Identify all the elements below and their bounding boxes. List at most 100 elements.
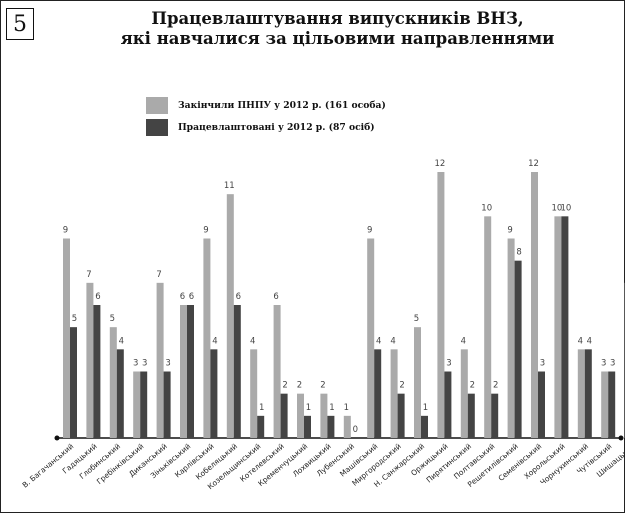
data-label-series-2: 2 <box>470 381 475 391</box>
bar-series-2 <box>304 415 311 438</box>
legend-item-series-1: Закінчили ПНПУ у 2012 р. (161 особа) <box>146 94 386 116</box>
data-label-series-1: 9 <box>203 226 208 236</box>
data-label-series-1: 5 <box>414 314 419 324</box>
bar-series-2 <box>538 371 545 438</box>
data-label-series-2: 3 <box>446 359 451 369</box>
data-label-series-2: 6 <box>236 292 241 302</box>
data-label-series-2: 10 <box>560 203 571 213</box>
bar-series-2 <box>608 371 616 438</box>
bar-series-2 <box>467 393 475 438</box>
data-label-series-2: 2 <box>493 381 498 391</box>
legend-label-series-1: Закінчили ПНПУ у 2012 р. (161 особа) <box>178 99 386 111</box>
bar-series-2 <box>210 349 218 438</box>
bar-series-2 <box>93 305 101 438</box>
bar-series-1 <box>297 393 304 438</box>
x-axis-end-dot <box>618 435 624 441</box>
data-label-series-2: 3 <box>165 359 170 369</box>
bar-series-1 <box>414 327 421 438</box>
bar-series-1 <box>273 305 281 438</box>
data-label-series-1: 3 <box>133 359 138 369</box>
x-axis-start-dot <box>54 435 60 441</box>
data-label-series-2: 8 <box>516 248 521 258</box>
data-label-series-1: 7 <box>156 270 161 280</box>
chart-title-line-2: які навчалися за цільовими направленнями <box>120 29 555 48</box>
data-label-series-2: 5 <box>72 314 77 324</box>
bar-series-2 <box>163 371 171 438</box>
data-label-series-2: 2 <box>282 381 287 391</box>
data-label-series-2: 1 <box>259 403 264 413</box>
bar-series-1 <box>577 349 585 438</box>
data-label-series-1: 4 <box>390 336 395 346</box>
data-label-series-1: 3 <box>601 359 606 369</box>
legend-swatch-series-2 <box>146 118 168 136</box>
bar-series-2 <box>421 415 428 438</box>
chart-title-line-1: Працевлаштування випускників ВНЗ, <box>151 9 524 28</box>
bar-series-1 <box>250 349 258 438</box>
legend-swatch-series-1 <box>146 96 168 114</box>
bar-series-1 <box>86 282 94 438</box>
figure-number-badge: 5 <box>6 8 34 40</box>
bar-series-2 <box>397 393 405 438</box>
bar-series-1 <box>437 172 445 438</box>
data-label-series-1: 6 <box>273 292 278 302</box>
bar-series-2 <box>444 371 452 438</box>
bar-series-2 <box>233 305 241 438</box>
bar-series-2 <box>70 327 77 438</box>
bar-series-2 <box>187 305 194 438</box>
bar-series-2 <box>140 371 148 438</box>
bar-series-2 <box>374 349 382 438</box>
data-label-series-2: 1 <box>306 403 311 413</box>
bar-series-1 <box>133 371 141 438</box>
legend: Закінчили ПНПУ у 2012 р. (161 особа) Пра… <box>146 94 386 138</box>
bar-series-1 <box>460 349 468 438</box>
data-label-series-1: 10 <box>481 203 492 213</box>
data-label-series-1: 4 <box>578 336 583 346</box>
data-label-series-1: 1 <box>344 403 349 413</box>
bar-series-2 <box>116 349 124 438</box>
data-label-series-1: 12 <box>528 159 539 169</box>
bar-series-1 <box>343 415 351 438</box>
bar-series-1 <box>63 238 70 438</box>
legend-item-series-2: Працевлаштовані у 2012 р. (87 осіб) <box>146 116 386 138</box>
data-label-series-2: 1 <box>329 403 334 413</box>
legend-label-series-2: Працевлаштовані у 2012 р. (87 осіб) <box>178 121 375 133</box>
data-label-series-2: 3 <box>142 359 147 369</box>
data-label-series-1: 12 <box>434 159 445 169</box>
bar-series-2 <box>514 260 522 438</box>
bar-series-1 <box>320 393 328 438</box>
bar-series-1 <box>484 216 492 438</box>
bar-series-1 <box>531 172 538 438</box>
bar-series-2 <box>280 393 288 438</box>
bar-series-1 <box>226 194 234 438</box>
data-label-series-1: 9 <box>367 226 372 236</box>
data-label-series-2: 4 <box>212 336 217 346</box>
data-label-series-2: 6 <box>189 292 194 302</box>
bar-series-1 <box>601 371 609 438</box>
data-label-series-1: 10 <box>551 203 562 213</box>
bar-series-1 <box>156 282 164 438</box>
data-label-series-2: 2 <box>399 381 404 391</box>
bar-series-1 <box>554 216 562 438</box>
data-label-series-1: 5 <box>110 314 115 324</box>
bar-series-2 <box>491 393 499 438</box>
data-label-series-1: 9 <box>507 226 512 236</box>
bar-series-1 <box>390 349 398 438</box>
data-label-series-1: 7 <box>86 270 91 280</box>
bar-series-1 <box>109 327 117 438</box>
data-label-series-2: 4 <box>376 336 381 346</box>
data-label-series-2: 0 <box>353 425 358 435</box>
chart-title: Працевлаштування випускників ВНЗ, які на… <box>60 9 615 49</box>
bar-series-1 <box>367 238 375 438</box>
bar-series-1 <box>180 305 187 438</box>
data-label-series-2: 6 <box>95 292 100 302</box>
bar-series-1 <box>203 238 211 438</box>
data-label-series-1: 9 <box>63 226 68 236</box>
data-label-series-1: 4 <box>250 336 255 346</box>
data-label-series-2: 3 <box>610 359 615 369</box>
data-label-series-1: 2 <box>320 381 325 391</box>
data-label-series-1: 4 <box>461 336 466 346</box>
data-label-series-1: 6 <box>180 292 185 302</box>
data-label-series-1: 2 <box>297 381 302 391</box>
bar-series-2 <box>327 415 335 438</box>
